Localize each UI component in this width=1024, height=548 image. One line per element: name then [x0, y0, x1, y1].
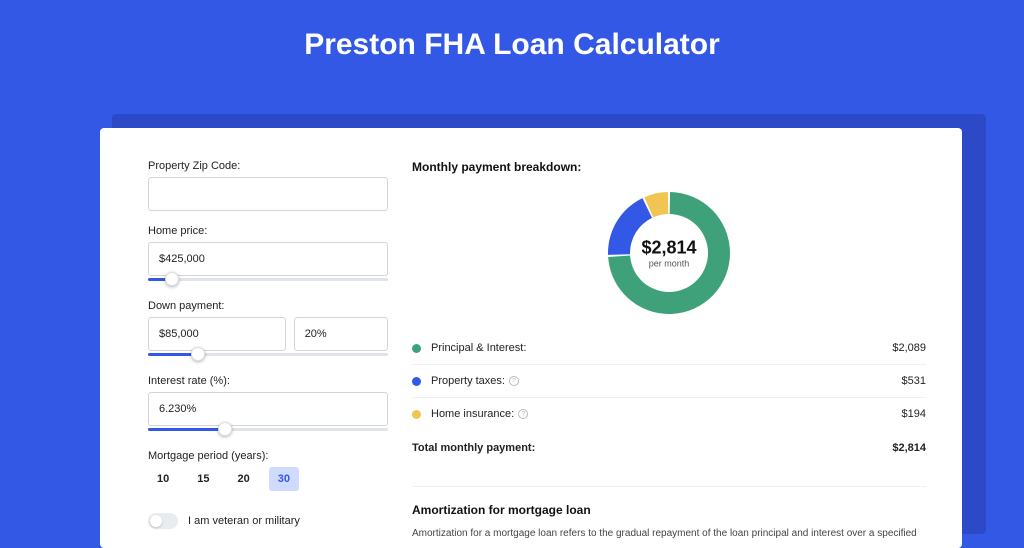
breakdown-label: Home insurance:?	[431, 408, 902, 420]
slider-thumb[interactable]	[218, 422, 232, 436]
veteran-toggle-row: I am veteran or military	[148, 513, 388, 529]
form-column: Property Zip Code: Home price: Down paym…	[148, 160, 388, 548]
down-payment-percent-input[interactable]	[294, 317, 388, 351]
mortgage-period-label: Mortgage period (years):	[148, 450, 388, 462]
page-title: Preston FHA Loan Calculator	[0, 0, 1024, 82]
veteran-toggle[interactable]	[148, 513, 178, 529]
legend-dot	[412, 410, 421, 419]
breakdown-row: Property taxes:?$531	[412, 365, 926, 398]
donut-center-sub: per month	[641, 259, 696, 269]
field-interest-rate: Interest rate (%):	[148, 375, 388, 436]
down-payment-label: Down payment:	[148, 300, 388, 312]
interest-rate-input[interactable]	[148, 392, 388, 426]
slider-thumb[interactable]	[191, 347, 205, 361]
period-btn-15[interactable]: 15	[188, 467, 218, 491]
amortization-heading: Amortization for mortgage loan	[412, 486, 926, 517]
period-btn-10[interactable]: 10	[148, 467, 178, 491]
breakdown-value: $194	[902, 408, 926, 420]
total-label: Total monthly payment:	[412, 442, 892, 454]
period-btn-30[interactable]: 30	[269, 467, 299, 491]
field-zip: Property Zip Code:	[148, 160, 388, 211]
zip-input[interactable]	[148, 177, 388, 211]
donut-center-value: $2,814	[641, 238, 696, 259]
home-price-input[interactable]	[148, 242, 388, 276]
period-buttons: 10 15 20 30	[148, 467, 388, 491]
amortization-text: Amortization for a mortgage loan refers …	[412, 527, 926, 541]
calculator-panel: Property Zip Code: Home price: Down paym…	[100, 128, 962, 548]
zip-label: Property Zip Code:	[148, 160, 388, 172]
breakdown-row: Principal & Interest:$2,089	[412, 332, 926, 365]
breakdown-value: $531	[902, 375, 926, 387]
field-down-payment: Down payment:	[148, 300, 388, 361]
interest-rate-slider[interactable]	[148, 422, 388, 436]
field-mortgage-period: Mortgage period (years): 10 15 20 30	[148, 450, 388, 491]
legend-dot	[412, 344, 421, 353]
toggle-knob	[150, 515, 162, 527]
donut-chart: $2,814 per month	[606, 190, 732, 316]
total-row: Total monthly payment: $2,814	[412, 430, 926, 464]
legend-dot	[412, 377, 421, 386]
veteran-label: I am veteran or military	[188, 515, 300, 527]
breakdown-value: $2,089	[892, 342, 926, 354]
home-price-slider[interactable]	[148, 272, 388, 286]
down-payment-input[interactable]	[148, 317, 286, 351]
field-home-price: Home price:	[148, 225, 388, 286]
breakdown-row: Home insurance:?$194	[412, 398, 926, 430]
info-icon[interactable]: ?	[518, 409, 528, 419]
interest-rate-label: Interest rate (%):	[148, 375, 388, 387]
donut-container: $2,814 per month	[412, 184, 926, 332]
breakdown-label: Principal & Interest:	[431, 342, 892, 354]
info-icon[interactable]: ?	[509, 376, 519, 386]
breakdown-heading: Monthly payment breakdown:	[412, 160, 926, 174]
breakdown-column: Monthly payment breakdown: $2,814 per mo…	[412, 160, 926, 548]
period-btn-20[interactable]: 20	[229, 467, 259, 491]
slider-thumb[interactable]	[165, 272, 179, 286]
down-payment-slider[interactable]	[148, 347, 388, 361]
total-value: $2,814	[892, 442, 926, 454]
breakdown-label: Property taxes:?	[431, 375, 902, 387]
home-price-label: Home price:	[148, 225, 388, 237]
